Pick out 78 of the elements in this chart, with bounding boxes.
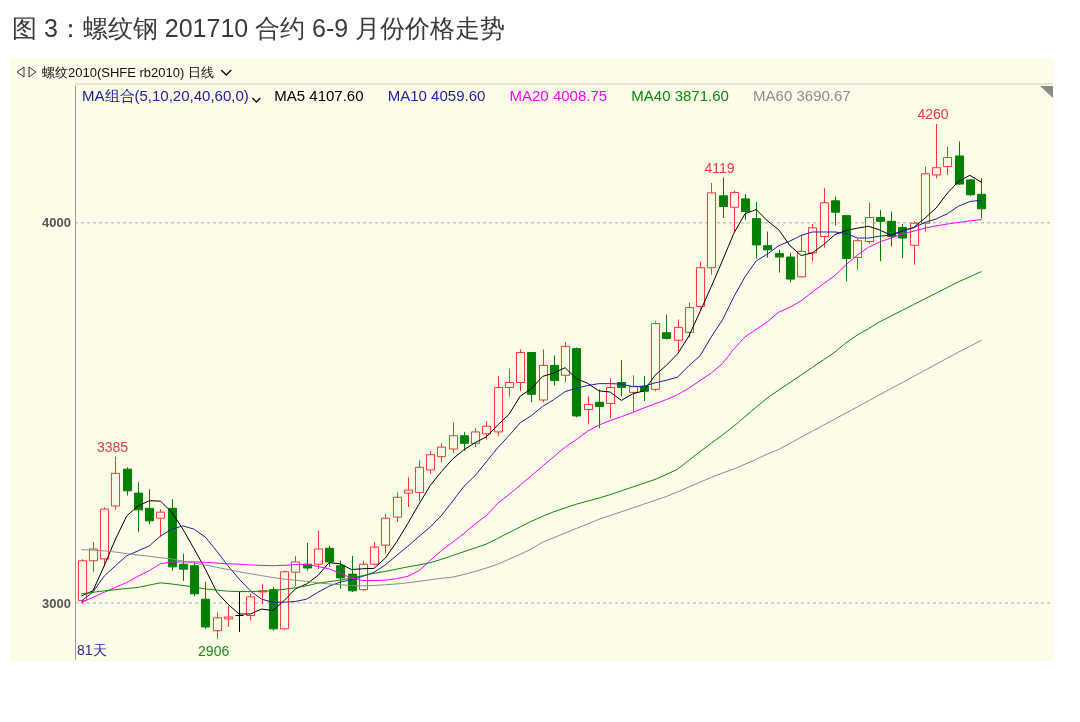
annotation: 4260 xyxy=(917,106,949,123)
candlestick xyxy=(774,249,785,274)
candlestick xyxy=(852,238,863,271)
annotation: 2906 xyxy=(198,642,230,659)
candlestick xyxy=(515,348,526,392)
candlestick xyxy=(718,177,729,219)
candlestick xyxy=(448,421,459,454)
candlestick xyxy=(526,351,537,403)
candlestick xyxy=(481,420,492,441)
candlestick xyxy=(875,209,886,262)
candlestick xyxy=(245,593,256,621)
candlestick xyxy=(425,450,436,475)
candlestick xyxy=(110,456,121,511)
candlestick xyxy=(290,555,301,587)
candlestick xyxy=(661,313,672,341)
candlestick xyxy=(931,123,942,179)
candlestick xyxy=(751,201,762,260)
candlestick xyxy=(459,431,470,452)
candlestick xyxy=(212,611,223,640)
candlestick xyxy=(785,252,796,284)
candlestick xyxy=(830,196,841,227)
candlestick xyxy=(549,355,560,387)
legend-title: MA组合(5,10,20,40,60,0) xyxy=(82,87,249,104)
text: MA60 3690.67 xyxy=(753,87,851,104)
candlestick xyxy=(965,178,976,197)
chart-subtitle: 螺纹2010(SHFE rb2010) 日线 xyxy=(42,65,214,80)
candlestick xyxy=(414,459,425,502)
line-series xyxy=(81,339,982,587)
text: MA40 3871.60 xyxy=(631,87,729,104)
candlestick xyxy=(695,260,706,311)
candlestick xyxy=(369,541,380,567)
candlestick xyxy=(380,513,391,554)
candlestick xyxy=(178,553,189,582)
candlestick xyxy=(493,375,504,437)
annotation: 81天 xyxy=(77,642,107,658)
candlestick xyxy=(841,215,852,282)
annotation: 3385 xyxy=(96,438,129,455)
candlestick xyxy=(77,558,88,605)
candlestick xyxy=(729,190,740,233)
candlestick xyxy=(796,234,807,279)
candlestick xyxy=(954,141,965,186)
candlestick xyxy=(583,395,594,425)
candlestick xyxy=(324,545,335,568)
candlestick xyxy=(436,442,447,463)
candlestick xyxy=(807,223,818,263)
candlestick xyxy=(740,193,751,221)
text: MA5 4107.60 xyxy=(274,87,364,104)
y-tick-label: 4000 xyxy=(42,215,71,231)
candlestick xyxy=(605,377,616,419)
candlestick xyxy=(594,388,605,429)
annotation: 4119 xyxy=(704,159,735,176)
candlestick xyxy=(122,466,133,496)
text: MA10 4059.60 xyxy=(387,87,486,104)
candlestick xyxy=(560,341,571,383)
candlestick xyxy=(133,481,144,533)
candlestick xyxy=(942,146,953,176)
y-tick-label: 3000 xyxy=(42,595,71,611)
candlestick xyxy=(403,476,414,508)
candlestick xyxy=(920,166,931,233)
candlestick xyxy=(684,302,695,339)
candlestick xyxy=(571,347,582,418)
candlestick xyxy=(650,320,661,392)
candlestick xyxy=(706,182,717,276)
candlestick xyxy=(155,508,166,538)
candlestick xyxy=(223,605,234,628)
chart-title: 图 3：螺纹钢 201710 合约 6-9 月份价格走势 xyxy=(12,14,506,42)
text: MA20 4008.75 xyxy=(509,87,608,104)
candlestick xyxy=(470,427,481,448)
candlestick xyxy=(976,177,987,220)
candlestick xyxy=(504,367,515,398)
candlestick xyxy=(144,488,155,525)
candlestick xyxy=(673,318,684,352)
candlestick xyxy=(538,348,549,403)
candlestick xyxy=(819,187,830,249)
candlestick xyxy=(762,231,773,259)
candlestick xyxy=(628,374,639,413)
candlestick xyxy=(313,530,324,570)
candlestick xyxy=(392,491,403,523)
